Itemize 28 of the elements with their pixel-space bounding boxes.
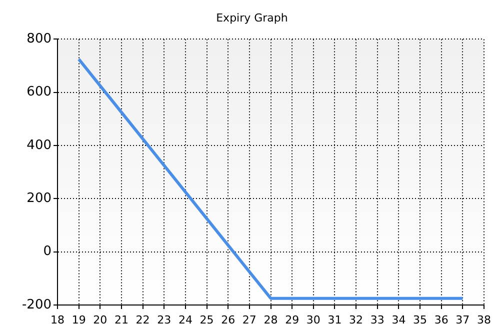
x-tick-label: 24 xyxy=(178,313,192,326)
x-tick-label: 33 xyxy=(370,313,384,326)
x-tick-label: 31 xyxy=(328,313,342,326)
x-tick-label: 21 xyxy=(114,313,128,326)
y-tick-label: 400 xyxy=(26,138,52,153)
x-tick-label: 37 xyxy=(456,313,470,326)
x-tick-label: 34 xyxy=(392,313,406,326)
x-tick-label: 20 xyxy=(93,313,108,326)
y-tick-label: 200 xyxy=(26,191,52,206)
x-tick-label: 22 xyxy=(136,313,150,326)
x-tick-label: 27 xyxy=(242,313,256,326)
x-tick-label: 32 xyxy=(349,313,364,326)
x-tick-label: 26 xyxy=(221,313,236,326)
x-tick-label: 19 xyxy=(72,313,86,326)
x-tick-label: 30 xyxy=(306,313,320,326)
y-tick-label: 600 xyxy=(26,84,52,100)
x-tick-label: 28 xyxy=(264,313,278,326)
y-tick-label: 800 xyxy=(26,32,52,47)
x-tick-label: 36 xyxy=(434,313,448,326)
y-tick-label: 0 xyxy=(43,244,52,260)
x-tick-label: 29 xyxy=(285,313,300,326)
x-tick-label: 18 xyxy=(50,313,65,326)
x-tick-label: 35 xyxy=(413,313,428,326)
x-tick-label: 38 xyxy=(477,313,491,326)
y-tick-label: -200 xyxy=(22,297,52,312)
chart-title: Expiry Graph xyxy=(216,11,288,24)
x-tick-label: 25 xyxy=(200,313,214,326)
x-tick-label: 23 xyxy=(157,313,172,326)
